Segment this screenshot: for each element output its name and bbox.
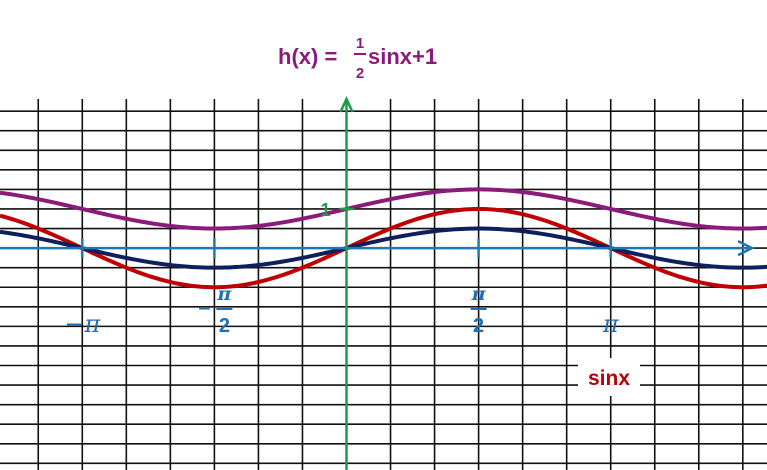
title-prefix: h(x) =: [278, 44, 343, 69]
title-frac-num: 1: [356, 35, 364, 52]
tick-labels: −ππ2−π2π2π1: [64, 200, 620, 338]
axes: [0, 96, 755, 470]
chart-title: h(x) = 1 2 sinx+1: [278, 35, 437, 82]
curve-half-sinx: [0, 226, 767, 270]
x-tick-label-denominator: 2: [473, 315, 484, 337]
x-tick-label: −π: [64, 310, 101, 338]
title-suffix: sinx+1: [368, 44, 437, 69]
x-tick-label: π: [602, 310, 620, 338]
legend-sinx: sinx: [578, 358, 640, 396]
x-tick-label-numerator: π: [471, 283, 487, 305]
x-axis-arrow: [737, 239, 755, 257]
curves: [0, 187, 767, 290]
curve-sinx: [0, 206, 767, 290]
x-tick-label-denominator: 2: [219, 315, 230, 337]
grid: [0, 99, 767, 470]
y-axis-arrow: [339, 96, 354, 113]
legend-sinx-background: [578, 358, 640, 396]
title-frac-den: 2: [356, 65, 364, 82]
curve-h: [0, 187, 767, 231]
x-tick-label-numerator: π: [216, 283, 232, 305]
legend-sinx-label: sinx: [588, 367, 630, 390]
y-tick-label: 1: [320, 200, 330, 220]
x-tick-label-sign: −: [198, 296, 211, 321]
